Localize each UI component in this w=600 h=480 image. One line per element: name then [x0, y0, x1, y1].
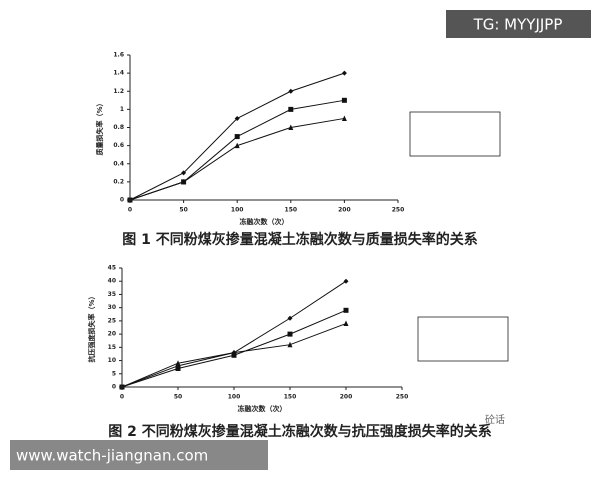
watermark-box	[446, 10, 591, 38]
y-tick-label: 10	[108, 357, 116, 364]
y-axis-label: 抗压强度损失率（%）	[87, 292, 96, 362]
x-tick-label: 50	[174, 394, 182, 401]
y-tick-label: 0.4	[113, 160, 124, 167]
y-tick-label: 1.2	[113, 88, 124, 95]
y-tick-label: 35	[108, 291, 116, 298]
legend-box	[409, 111, 501, 157]
series-line	[121, 280, 347, 388]
x-tick-label: 100	[228, 394, 241, 401]
y-axis-label: 质量损失率（%）	[95, 99, 104, 155]
x-tick-label: 0	[120, 394, 124, 401]
y-tick-label: 1	[120, 106, 124, 113]
watermark-box	[10, 440, 268, 470]
chart-title: 图 2 不同粉煤灰掺量混凝土冻融次数与抗压强度损失率的关系	[108, 423, 492, 440]
y-tick-label: 15	[108, 344, 116, 351]
y-tick-label: 5	[112, 370, 116, 377]
y-tick-label: 45	[108, 265, 116, 272]
series-line	[121, 309, 347, 388]
x-tick-label: 250	[396, 394, 409, 401]
y-tick-label: 0.8	[113, 124, 124, 131]
watermark-logo: 砼话	[485, 413, 505, 426]
x-tick-label: 100	[231, 207, 244, 214]
x-tick-label: 50	[179, 207, 187, 214]
watermark-bottom: www.watch-jiangnan.com	[16, 447, 208, 465]
y-tick-label: 25	[108, 317, 116, 324]
y-tick-label: 0.2	[113, 178, 124, 185]
marker	[343, 320, 349, 327]
watermark-top: TG: MYYJJPP	[473, 16, 563, 34]
x-tick-label: 200	[338, 207, 351, 214]
y-tick-label: 20	[108, 331, 116, 338]
marker	[341, 115, 347, 121]
y-tick-label: 1.4	[113, 70, 124, 77]
x-tick-label: 200	[340, 394, 353, 401]
y-tick-label: 0.6	[113, 142, 124, 149]
x-tick-label: 0	[128, 207, 132, 214]
x-axis-label: 冻融次数（次）	[240, 217, 289, 226]
legend-box	[417, 316, 509, 362]
series-line	[129, 117, 345, 201]
series-line	[129, 99, 345, 201]
x-tick-label: 250	[392, 207, 405, 214]
x-tick-label: 150	[284, 394, 297, 401]
y-tick-label: 30	[108, 304, 116, 311]
series-line	[129, 72, 345, 201]
x-axis-label: 冻融次数（次）	[238, 404, 287, 413]
y-tick-label: 0	[112, 384, 116, 391]
chart-title: 图 1 不同粉煤灰掺量混凝土冻融次数与质量损失率的关系	[122, 231, 478, 248]
y-tick-label: 0	[120, 197, 124, 204]
y-tick-label: 1.6	[113, 52, 124, 59]
x-tick-label: 150	[285, 207, 298, 214]
y-tick-label: 40	[108, 278, 116, 285]
